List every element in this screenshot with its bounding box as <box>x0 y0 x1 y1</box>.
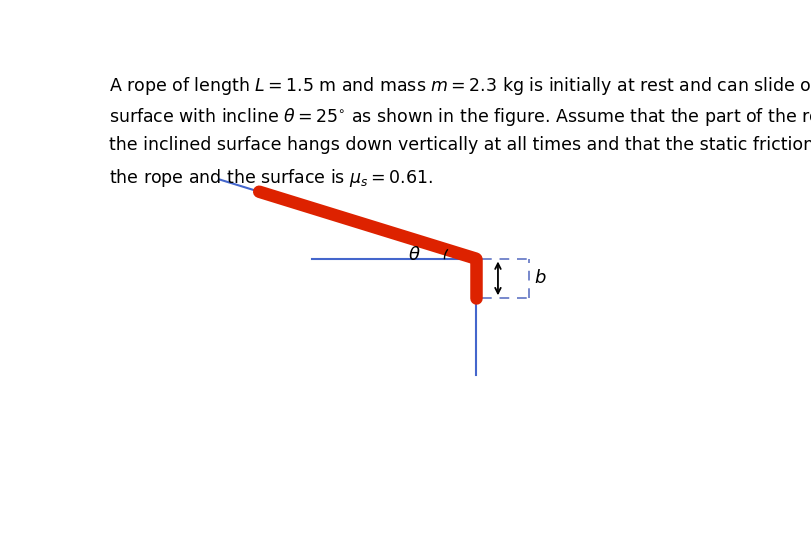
Text: A rope of length $L = 1.5$ m and mass $m = 2.3$ kg is initially at rest and can : A rope of length $L = 1.5$ m and mass $m… <box>109 75 811 97</box>
Text: $\theta$: $\theta$ <box>408 246 420 263</box>
Text: surface with incline $\theta = 25^{\circ}$ as shown in the figure. Assume that t: surface with incline $\theta = 25^{\circ… <box>109 105 811 128</box>
Text: $b$: $b$ <box>534 269 547 287</box>
Text: the rope and the surface is $\mu_s = 0.61$.: the rope and the surface is $\mu_s = 0.6… <box>109 167 432 189</box>
Text: the inclined surface hangs down vertically at all times and that the static fric: the inclined surface hangs down vertical… <box>109 136 811 154</box>
